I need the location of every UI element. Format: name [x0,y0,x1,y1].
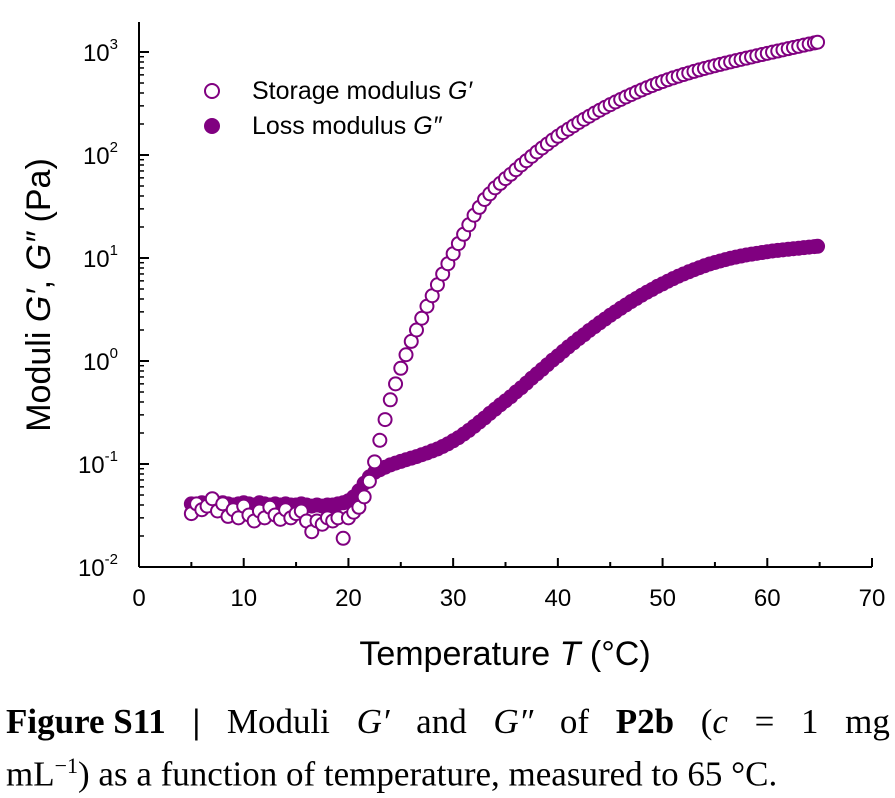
caption-word: Moduli [226,702,330,741]
storage-point [414,310,430,326]
caption-line-2: mL−1) as a function of temperature, meas… [6,753,778,794]
series-layer [183,34,826,546]
x-tick-label: 20 [335,585,362,612]
chart: 0 10 20 30 40 50 60 70 10-2 10-1 100 101 102 103 Tem… [20,22,885,673]
x-tick-label: 60 [754,585,781,612]
x-tick-label: 0 [132,585,145,612]
legend: Storage modulus G′ Loss modulus G″ [204,77,473,140]
storage-point [377,412,393,428]
figure-caption: Figure S11 | Moduli G′ and G″ of P2b (c … [6,700,890,797]
caption-word: = [754,702,775,741]
x-tick-label: 40 [545,585,572,612]
storage-point [356,489,372,505]
x-tick-label: 30 [440,585,467,612]
legend-label-storage: Storage modulus G′ [252,77,473,105]
y-ticks: 10-2 10-1 100 101 102 103 [78,36,149,582]
caption-concentration: (c [700,702,728,741]
x-ticks: 0 10 20 30 40 50 60 70 [132,558,885,612]
storage-point [335,530,351,546]
y-tick-label: 101 [83,242,118,273]
caption-figure-label: Figure S11 [6,702,166,741]
storage-point [361,473,377,489]
series-storage-modulus [183,34,826,546]
caption-word: of [559,702,590,741]
x-tick-label: 70 [859,585,886,612]
storage-point [367,454,383,470]
storage-point [388,376,404,392]
caption-word: mg [845,702,890,741]
legend-marker-storage [204,83,220,99]
caption-sample-name: P2b [615,702,675,741]
x-tick-label: 10 [230,585,257,612]
y-tick-label: 10-1 [78,448,118,479]
storage-point [372,432,388,448]
caption-storage-symbol: G′ [356,702,390,741]
storage-point [398,347,414,363]
legend-marker-loss [204,118,220,134]
storage-point [382,392,398,408]
caption-word: and [416,702,467,741]
y-tick-label: 103 [83,36,118,67]
caption-line-1: Figure S11 | Moduli G′ and G″ of P2b (c … [6,700,890,744]
y-axis-label: Moduli G′, G″ (Pa) [20,158,58,432]
y-tick-label: 102 [83,139,118,170]
series-loss-modulus [183,238,826,514]
plot-area: 0 10 20 30 40 50 60 70 10-2 10-1 100 101 102 103 [78,22,885,612]
y-tick-label: 10-2 [78,551,118,582]
y-tick-label: 100 [83,345,118,376]
storage-point [393,360,409,376]
loss-point [810,238,826,254]
caption-word: 1 [800,702,819,741]
caption-separator: | [192,702,201,741]
storage-point [810,34,826,50]
x-axis-label: Temperature T (°C) [359,635,650,673]
x-tick-label: 50 [649,585,676,612]
caption-loss-symbol: G″ [493,702,534,741]
legend-label-loss: Loss modulus G″ [252,112,443,140]
